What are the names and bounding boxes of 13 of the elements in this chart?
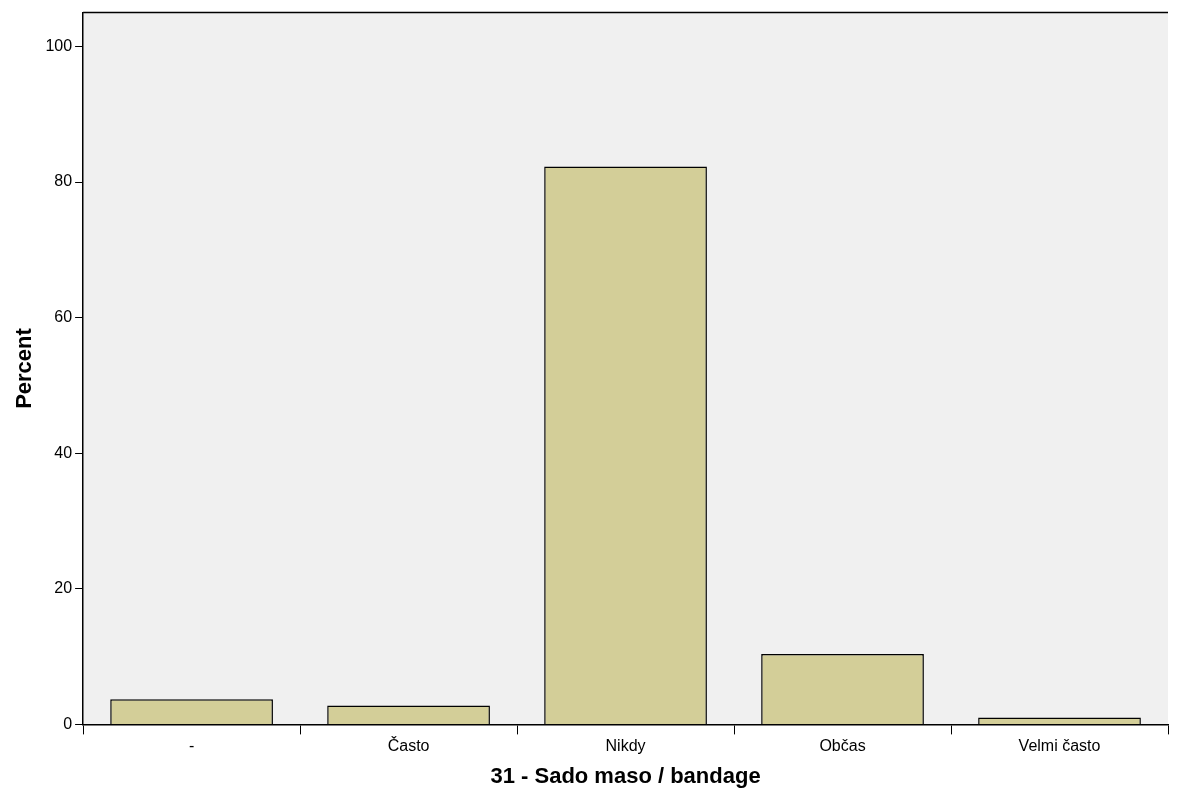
y-tick-label: 0 — [63, 714, 73, 732]
x-tick-label: Občas — [819, 737, 866, 755]
x-axis-title: 31 - Sado maso / bandage — [490, 762, 761, 788]
y-tick-label: 60 — [54, 308, 73, 326]
x-tick-label: - — [188, 737, 195, 755]
y-tick-label: 40 — [54, 443, 73, 461]
y-tick-label: 20 — [54, 579, 73, 597]
y-tick-label: 100 — [45, 36, 73, 54]
x-tick-label: Velmi často — [1018, 737, 1101, 755]
y-axis-title: Percent — [11, 327, 37, 409]
x-tick-label: Nikdy — [605, 737, 646, 755]
y-tick-label: 80 — [54, 172, 73, 190]
x-tick-label: Často — [387, 736, 430, 755]
